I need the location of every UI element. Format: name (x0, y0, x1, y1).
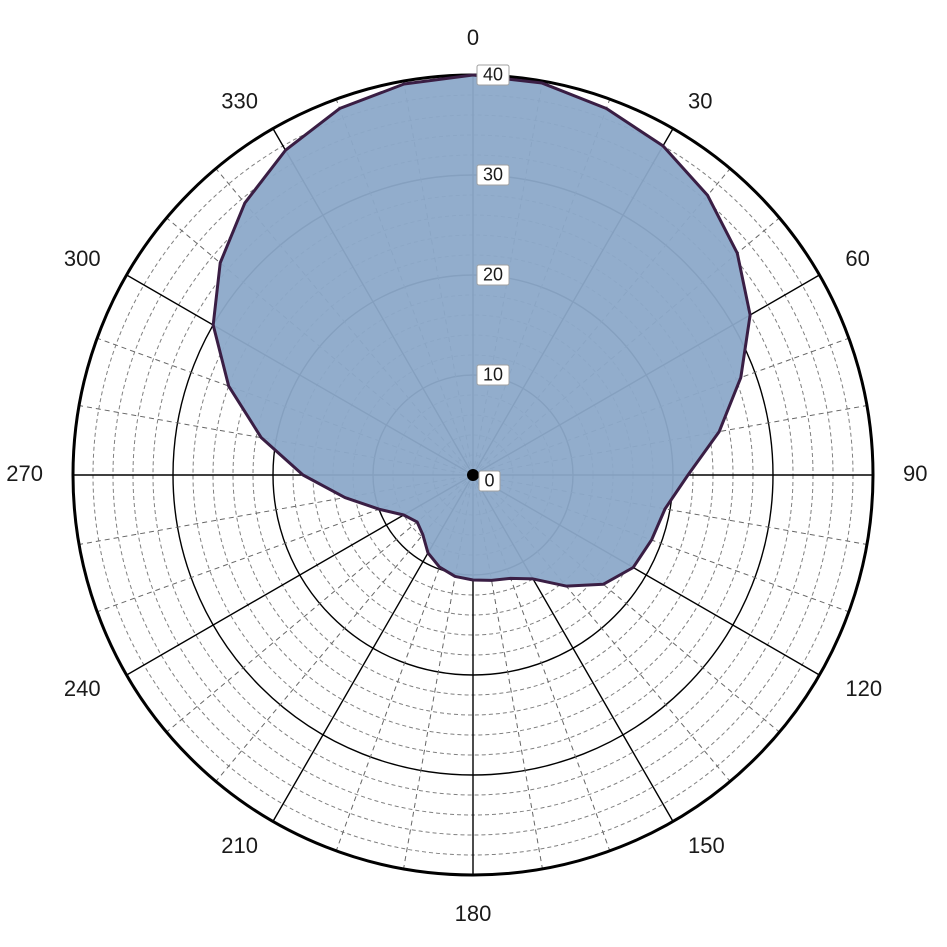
angle-label-180: 180 (455, 901, 492, 926)
angle-label-90: 90 (903, 461, 927, 486)
angle-label-120: 120 (845, 676, 882, 701)
polar-chart: 0 30 60 90 120 150 180 210 240 270 300 330 0 10 20 30 40 (0, 0, 947, 947)
angle-label-270: 270 (6, 461, 43, 486)
angle-label-30: 30 (688, 88, 712, 113)
radial-label-40: 40 (483, 64, 503, 84)
radial-label-30: 30 (483, 164, 503, 184)
center-marker (467, 469, 479, 481)
polar-svg: 0 30 60 90 120 150 180 210 240 270 300 330 0 10 20 30 40 (0, 0, 947, 947)
angle-label-0: 0 (467, 25, 479, 50)
angle-label-60: 60 (845, 246, 869, 271)
angle-label-210: 210 (221, 833, 258, 858)
radial-label-10: 10 (483, 364, 503, 384)
angle-label-240: 240 (64, 676, 101, 701)
angle-label-330: 330 (221, 88, 258, 113)
angle-label-300: 300 (64, 246, 101, 271)
angle-label-150: 150 (688, 833, 725, 858)
radial-label-20: 20 (483, 264, 503, 284)
radial-label-0: 0 (484, 470, 494, 490)
